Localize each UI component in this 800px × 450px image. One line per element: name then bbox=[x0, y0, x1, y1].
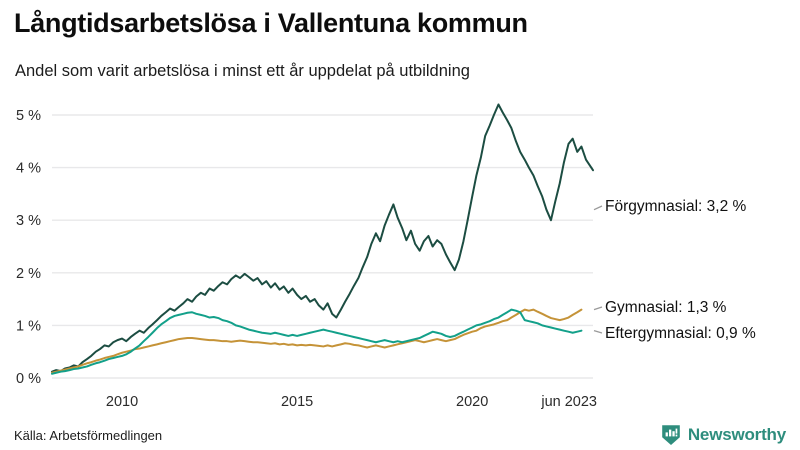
y-axis-tick-label: 1 % bbox=[16, 318, 41, 334]
series-line-förgymnasial bbox=[51, 103, 594, 373]
series-end-label-eftergymnasial: Eftergymnasial: 0,9 % bbox=[605, 325, 756, 342]
x-axis-tick-label: 2010 bbox=[106, 394, 138, 410]
page-title: Långtidsarbetslösa i Vallentuna kommun bbox=[14, 8, 528, 38]
x-axis-tick-labels: 2010 2015 2020 jun 2023 bbox=[106, 394, 597, 410]
source-caption: Källa: Arbetsförmedlingen bbox=[14, 428, 163, 443]
chart-subtitle: Andel som varit arbetslösa i minst ett å… bbox=[15, 62, 470, 80]
series-end-label-förgymnasial: Förgymnasial: 3,2 % bbox=[605, 198, 746, 215]
y-axis-tick-label: 0 % bbox=[16, 371, 41, 387]
y-axis-tick-labels: 0 % 1 % 2 % 3 % 4 % 5 % bbox=[16, 108, 41, 387]
x-axis-tick-label: 2020 bbox=[456, 394, 488, 410]
series-leader-line bbox=[593, 306, 603, 311]
series-end-labels: Förgymnasial: 3,2 % Gymnasial: 1,3 % Efter… bbox=[593, 198, 756, 342]
series-leader-line bbox=[593, 330, 603, 334]
y-axis-tick-label: 5 % bbox=[16, 108, 41, 124]
brand-name: Newsworthy bbox=[687, 425, 786, 444]
series-line-eftergymnasial bbox=[51, 308, 583, 375]
gridlines bbox=[52, 114, 593, 379]
x-axis-tick-label: jun 2023 bbox=[540, 394, 597, 410]
brand-logo: Newsworthy bbox=[661, 424, 786, 446]
x-axis-tick-label: 2015 bbox=[281, 394, 313, 410]
series-end-label-gymnasial: Gymnasial: 1,3 % bbox=[605, 299, 727, 316]
series-leader-line bbox=[593, 205, 603, 211]
y-axis-tick-label: 4 % bbox=[16, 161, 41, 177]
y-axis-tick-label: 2 % bbox=[16, 266, 41, 282]
bar-chart-pin-icon bbox=[662, 425, 680, 445]
series-lines bbox=[51, 103, 594, 375]
series-line-gymnasial bbox=[51, 308, 583, 374]
y-axis-tick-label: 3 % bbox=[16, 213, 41, 229]
